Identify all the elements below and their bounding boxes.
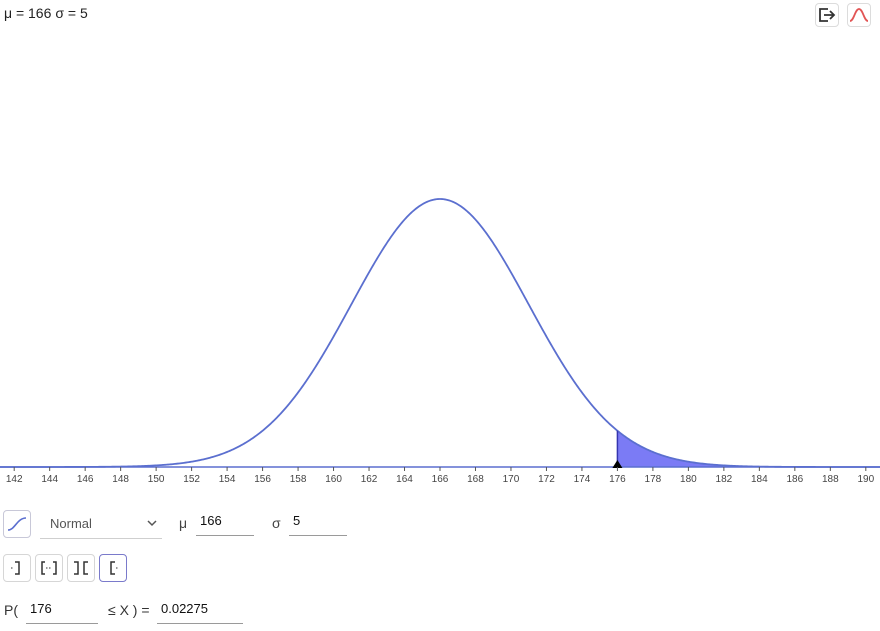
x-tick-label: 154	[219, 474, 236, 485]
right-sided-icon	[110, 561, 119, 575]
boundary-marker[interactable]	[612, 460, 623, 468]
interval-button[interactable]	[35, 554, 63, 582]
left-sided-button[interactable]	[3, 554, 31, 582]
density-curve	[0, 198, 880, 468]
distribution-view-button[interactable]	[847, 3, 871, 27]
sigma-label: σ	[272, 515, 281, 531]
probability-middle-text: ≤ X ) =	[108, 602, 150, 618]
x-tick-label: 176	[609, 474, 626, 485]
x-tick-label: 180	[680, 474, 697, 485]
x-tick-label: 158	[290, 474, 307, 485]
x-tick-label: 184	[751, 474, 768, 485]
x-tick-label: 152	[183, 474, 200, 485]
sigma-input-value: 5	[293, 513, 301, 528]
shaded-area	[617, 431, 880, 467]
x-tick-label: 164	[396, 474, 413, 485]
x-tick-label: 186	[786, 474, 803, 485]
x-tick-label: 174	[574, 474, 591, 485]
x-tick-label: 146	[77, 474, 94, 485]
mu-label: μ	[179, 515, 188, 531]
chevron-down-icon	[147, 520, 157, 527]
normal-curve-icon	[849, 8, 869, 22]
x-tick-label: 166	[432, 474, 449, 485]
cdf-toggle-button[interactable]	[3, 510, 31, 538]
x-tick-label: 190	[857, 474, 874, 485]
two-tailed-button[interactable]	[67, 554, 95, 582]
x-tick-label: 142	[6, 474, 23, 485]
x-tick-label: 182	[716, 474, 733, 485]
x-tick-label: 172	[538, 474, 555, 485]
sigma-text: σ = 5	[55, 5, 88, 21]
left-sided-icon	[11, 561, 20, 575]
normal-distribution-chart: 142 144 146 148 150 152 154 156 158 160 162 164 166 1…	[0, 198, 880, 485]
x-tick-label: 168	[467, 474, 484, 485]
export-button[interactable]	[815, 3, 839, 27]
export-icon	[819, 8, 836, 22]
x-tick-label: 178	[645, 474, 662, 485]
x-tick-label: 156	[254, 474, 271, 485]
probability-result-value: 0.02275	[161, 601, 208, 616]
x-tick-label: 150	[148, 474, 165, 485]
mu-text: μ = 166	[4, 5, 52, 21]
distribution-select-value: Normal	[50, 516, 92, 531]
mu-input-value: 166	[200, 513, 222, 528]
x-tick-label: 170	[503, 474, 520, 485]
x-tick-label: 162	[361, 474, 378, 485]
x-tick-label: 188	[822, 474, 839, 485]
distribution-select[interactable]: Normal	[40, 509, 162, 539]
lower-bound-input[interactable]: 176	[26, 598, 98, 624]
two-tailed-icon	[74, 561, 88, 575]
probability-result-field: 0.02275	[157, 598, 243, 624]
sigma-input[interactable]: 5	[289, 510, 347, 536]
distribution-parameters-title: μ = 166 σ = 5	[4, 5, 92, 21]
right-sided-button[interactable]	[99, 554, 127, 582]
lower-bound-value: 176	[30, 601, 52, 616]
cdf-curve-icon	[7, 517, 27, 531]
interval-icon	[41, 561, 57, 575]
mu-input[interactable]: 166	[196, 510, 254, 536]
x-tick-label: 144	[41, 474, 58, 485]
x-tick-label: 160	[325, 474, 342, 485]
probability-prefix: P(	[4, 602, 18, 618]
x-tick-label: 148	[112, 474, 129, 485]
